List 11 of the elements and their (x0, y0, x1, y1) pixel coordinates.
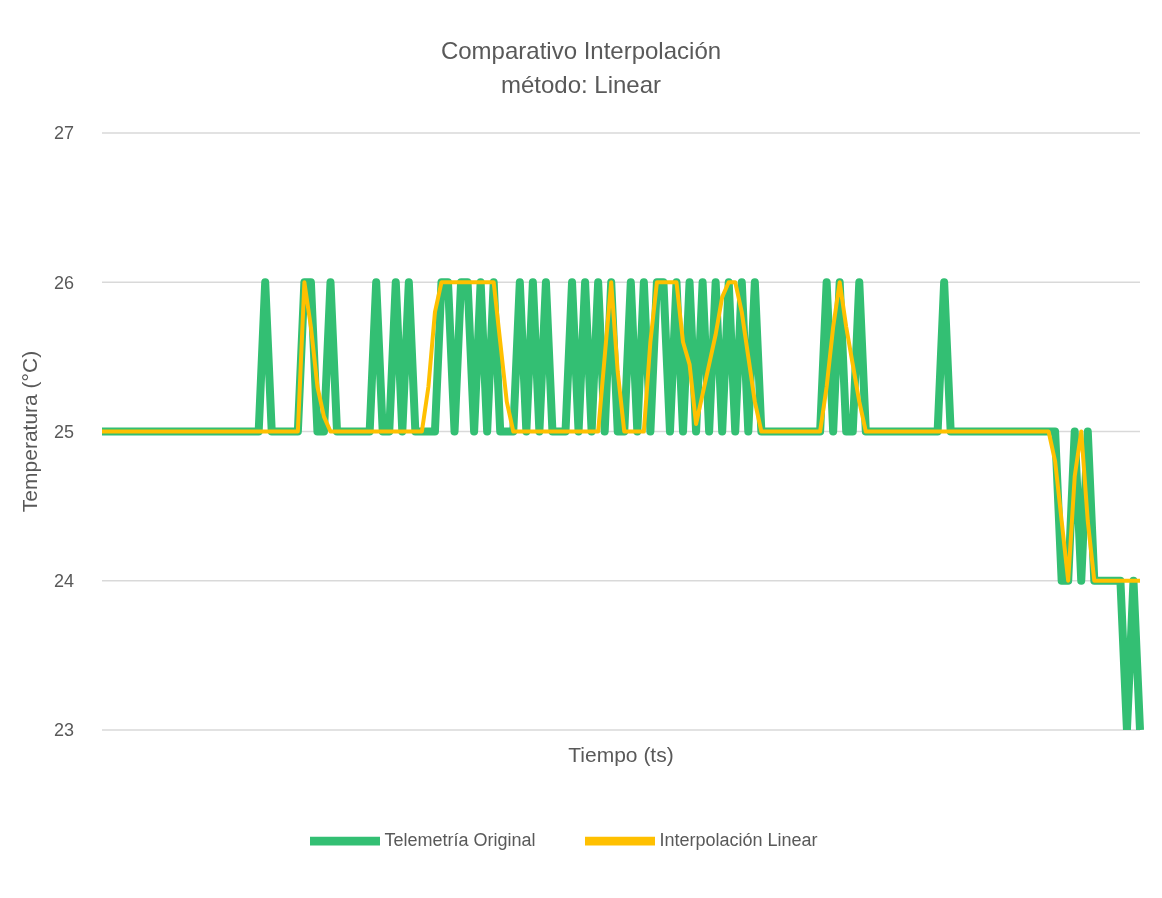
y-tick-label: 24 (53, 571, 74, 592)
y-tick-label: 25 (53, 421, 74, 442)
chart-title: Comparativo Interpolación método: Linear (439, 36, 723, 100)
legend-label: Telemetría Original (384, 829, 536, 850)
y-tick-label: 23 (53, 720, 74, 741)
y-tick-label: 27 (53, 123, 74, 144)
legend-label: Interpolación Linear (659, 829, 818, 850)
y-axis-title: Temperatura (°C) (18, 350, 42, 513)
line-series (100, 280, 1142, 583)
x-axis-title: Tiempo (ts) (568, 743, 674, 766)
y-tick-label: 26 (53, 272, 74, 293)
